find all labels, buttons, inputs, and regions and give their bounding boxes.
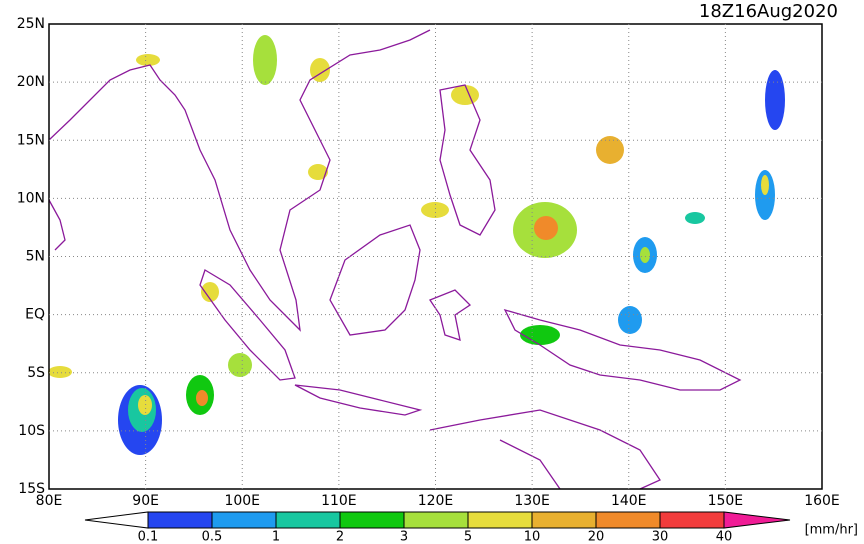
colorbar-label: 10 [524, 530, 541, 544]
colorbar-label: 3 [400, 530, 408, 544]
coastlines [48, 29, 742, 490]
colorbar-label: 40 [716, 530, 733, 544]
colorbar-unit: [mm/hr] [805, 523, 858, 538]
colorbar-over [723, 511, 791, 529]
colorbar-label: 0.5 [202, 530, 223, 544]
lon-label: 100E [224, 493, 260, 509]
lat-label: 15N [17, 132, 45, 148]
lon-label: 110E [321, 493, 357, 509]
lon-label: 150E [708, 493, 744, 509]
colorbar-box [595, 511, 661, 529]
colorbar-label: 30 [652, 530, 669, 544]
lon-label: 120E [418, 493, 454, 509]
lat-label: 10N [17, 190, 45, 206]
lat-label: 25N [17, 16, 45, 32]
lat-label: 15S [18, 481, 45, 497]
lat-label: 5N [26, 249, 45, 265]
lat-label: 5S [27, 365, 45, 381]
colorbar-box [339, 511, 405, 529]
colorbar-box [531, 511, 597, 529]
lat-label: 10S [18, 423, 45, 439]
precip-field [48, 35, 785, 455]
lat-label: 20N [17, 74, 45, 90]
colorbar-label: 5 [464, 530, 472, 544]
colorbar-box [147, 511, 213, 529]
lon-label: 130E [514, 493, 550, 509]
colorbar-label: 1 [272, 530, 280, 544]
colorbar-label: 20 [588, 530, 605, 544]
timestamp: 18Z16Aug2020 [699, 1, 838, 22]
colorbar-box [211, 511, 277, 529]
colorbar-label: 0.1 [138, 530, 159, 544]
lon-label: 140E [611, 493, 647, 509]
lat-label: EQ [25, 307, 45, 323]
colorbar-box [403, 511, 469, 529]
colorbar-box [467, 511, 533, 529]
colorbar-box [659, 511, 725, 529]
lon-label: 160E [804, 493, 840, 509]
colorbar-under [84, 511, 149, 529]
colorbar-box [275, 511, 341, 529]
colorbar-label: 2 [336, 530, 344, 544]
lon-label: 90E [132, 493, 159, 509]
lon-label: 80E [36, 493, 63, 509]
